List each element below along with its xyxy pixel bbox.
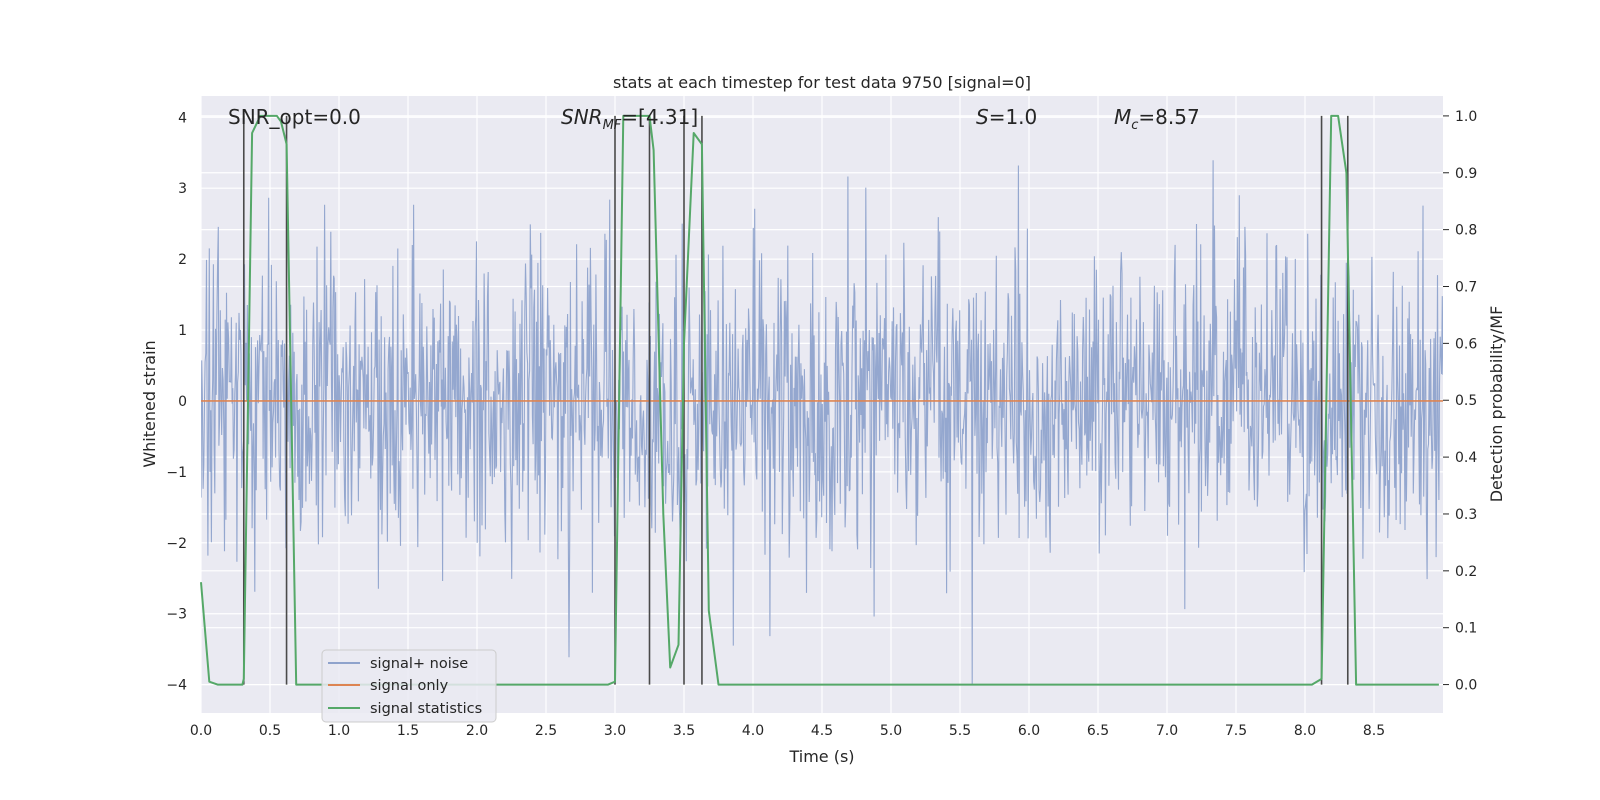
x-tick-label: 3.5 bbox=[673, 723, 695, 739]
y-right-axis-ticks: 0.0 0.1 0.2 0.3 0.4 0.5 0.6 0.7 0.8 0.9 1.0 bbox=[1443, 109, 1477, 694]
y-left-tick-label: 2 bbox=[178, 252, 187, 268]
legend-label-signal-noise: signal+ noise bbox=[370, 656, 468, 672]
y-left-tick-label: −1 bbox=[166, 465, 187, 481]
y-right-tick-label: 0.6 bbox=[1455, 336, 1477, 352]
legend: signal+ noise signal only signal statist… bbox=[321, 649, 497, 723]
y-right-tick-label: 0.3 bbox=[1455, 507, 1477, 523]
y-left-tick-label: 0 bbox=[178, 394, 187, 410]
x-tick-label: 4.5 bbox=[811, 723, 833, 739]
y-right-tick-label: 0.2 bbox=[1455, 564, 1477, 580]
x-tick-label: 1.0 bbox=[328, 723, 350, 739]
annotation-snr-mf: SNRMF=[4.31] bbox=[561, 105, 698, 133]
x-tick-label: 0.0 bbox=[190, 723, 212, 739]
annotation-snr-mf-sub: MF bbox=[603, 118, 622, 133]
vertical-markers bbox=[242, 115, 1349, 685]
annotation-mc-value: =8.57 bbox=[1138, 105, 1199, 129]
x-axis-label: Time (s) bbox=[788, 747, 854, 766]
x-tick-label: 5.0 bbox=[880, 723, 902, 739]
series-signal-statistics-line bbox=[200, 114, 1439, 686]
annotation-s-value: =1.0 bbox=[989, 105, 1038, 129]
y-left-tick-label: −4 bbox=[166, 678, 187, 694]
x-tick-label: 7.0 bbox=[1156, 723, 1178, 739]
y-left-tick-label: −2 bbox=[166, 536, 187, 552]
y-right-tick-label: 0.0 bbox=[1455, 678, 1477, 694]
annotation-snr-mf-base: SNR bbox=[561, 105, 603, 129]
legend-label-signal-statistics: signal statistics bbox=[370, 701, 482, 717]
y-right-axis-label: Detection probability/MF bbox=[1487, 306, 1506, 503]
annotation-mc-sub: c bbox=[1131, 118, 1138, 133]
y-right-tick-label: 0.4 bbox=[1455, 450, 1477, 466]
chart-title: stats at each timestep for test data 975… bbox=[613, 73, 1031, 92]
x-tick-label: 1.5 bbox=[397, 723, 419, 739]
series-signal-statistics bbox=[200, 114, 1439, 686]
legend-box bbox=[321, 649, 497, 723]
annotation-mc-base: M bbox=[1114, 105, 1131, 129]
x-tick-label: 4.0 bbox=[742, 723, 764, 739]
x-tick-label: 0.5 bbox=[259, 723, 281, 739]
y-right-tick-label: 0.1 bbox=[1455, 621, 1477, 637]
series-signal-noise-line bbox=[201, 160, 1443, 685]
x-tick-label: 3.0 bbox=[604, 723, 626, 739]
y-left-tick-label: 1 bbox=[178, 323, 187, 339]
x-tick-label: 2.0 bbox=[466, 723, 488, 739]
y-right-tick-label: 1.0 bbox=[1455, 109, 1477, 125]
x-tick-label: 8.5 bbox=[1363, 723, 1385, 739]
x-tick-label: 7.5 bbox=[1225, 723, 1247, 739]
y-right-tick-label: 0.8 bbox=[1455, 223, 1477, 239]
x-tick-label: 5.5 bbox=[949, 723, 971, 739]
annotation-mc: Mc=8.57 bbox=[1114, 105, 1200, 133]
x-tick-label: 8.0 bbox=[1294, 723, 1316, 739]
x-tick-label: 2.5 bbox=[535, 723, 557, 739]
x-axis-ticks: 0.0 0.5 1.0 1.5 2.0 2.5 3.0 3.5 4.0 4.5 5.0 5.5 6.0 6… bbox=[190, 723, 1385, 739]
x-tick-label: 6.5 bbox=[1087, 723, 1109, 739]
annotation-snr-opt: SNR_opt=0.0 bbox=[228, 105, 361, 129]
annotation-s-base: S bbox=[976, 105, 989, 129]
annotation-snr-mf-value: =[4.31] bbox=[621, 105, 698, 129]
y-left-axis-ticks: −4 −3 −2 −1 0 1 2 3 4 bbox=[166, 110, 187, 693]
y-left-tick-label: −3 bbox=[166, 607, 187, 623]
y-right-tick-label: 0.5 bbox=[1455, 393, 1477, 409]
series-signal-noise bbox=[201, 160, 1443, 685]
y-left-tick-label: 4 bbox=[178, 110, 187, 126]
x-tick-label: 6.0 bbox=[1018, 723, 1040, 739]
y-left-tick-label: 3 bbox=[178, 181, 187, 197]
y-left-axis-label: Whitened strain bbox=[140, 340, 159, 467]
annotation-s: S=1.0 bbox=[976, 105, 1037, 129]
y-right-tick-label: 0.9 bbox=[1455, 166, 1477, 182]
legend-label-signal-only: signal only bbox=[370, 678, 449, 694]
y-right-tick-label: 0.7 bbox=[1455, 280, 1477, 296]
